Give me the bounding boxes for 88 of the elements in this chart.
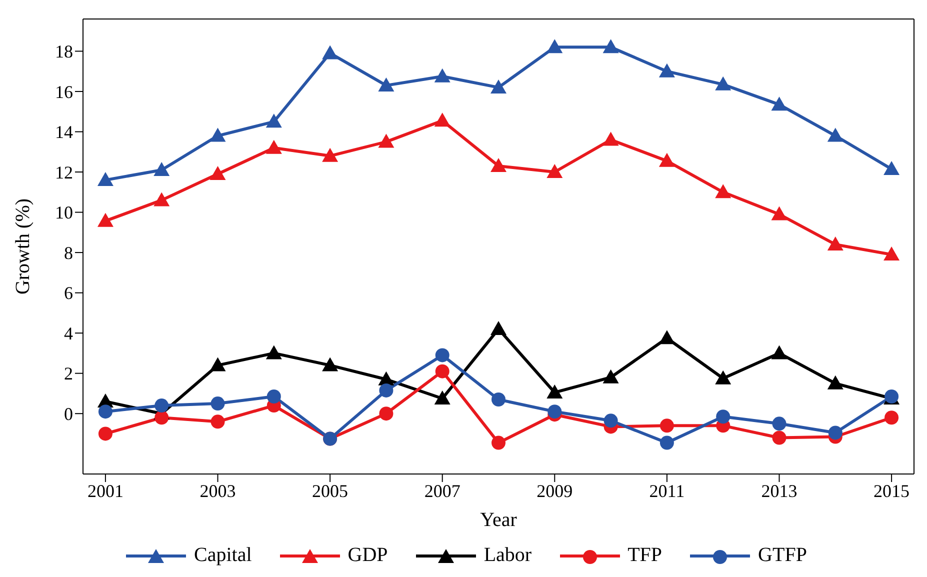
point bbox=[827, 375, 844, 390]
legend-label: Labor bbox=[484, 544, 532, 567]
point bbox=[546, 39, 563, 54]
x-tick-label: 2011 bbox=[649, 480, 685, 501]
point bbox=[827, 236, 844, 250]
point bbox=[546, 384, 563, 398]
point bbox=[828, 426, 842, 440]
y-tick-label: 0 bbox=[64, 404, 73, 424]
point bbox=[266, 389, 281, 404]
point bbox=[322, 45, 338, 60]
point bbox=[492, 436, 506, 450]
y-tick-label: 4 bbox=[64, 323, 73, 344]
point bbox=[660, 436, 674, 450]
y-tick-label: 2 bbox=[64, 364, 73, 384]
point bbox=[492, 392, 506, 407]
point bbox=[322, 357, 338, 372]
point bbox=[98, 426, 112, 441]
point bbox=[772, 416, 786, 431]
point bbox=[154, 192, 170, 206]
y-axis-title: Growth (%) bbox=[12, 198, 34, 295]
y-tick-label: 18 bbox=[55, 42, 73, 62]
point bbox=[266, 140, 282, 154]
point bbox=[772, 430, 786, 445]
point bbox=[884, 246, 900, 261]
y-tick-label: 8 bbox=[64, 242, 73, 263]
legend-label: GTFP bbox=[758, 544, 807, 567]
legend-label: Capital bbox=[194, 544, 252, 567]
point bbox=[210, 414, 225, 429]
point bbox=[658, 330, 675, 344]
point bbox=[658, 152, 675, 167]
point bbox=[97, 172, 114, 186]
point bbox=[378, 77, 394, 92]
x-tick-label: 2013 bbox=[761, 480, 798, 501]
point bbox=[379, 406, 394, 421]
point bbox=[379, 383, 394, 398]
y-tick-label: 14 bbox=[55, 122, 73, 142]
point bbox=[97, 212, 114, 227]
y-tick-label: 6 bbox=[64, 283, 73, 304]
point bbox=[715, 184, 732, 198]
y-tick-label: 16 bbox=[55, 82, 73, 102]
x-tick-label: 2007 bbox=[424, 480, 460, 501]
point bbox=[771, 96, 788, 111]
point bbox=[266, 114, 282, 128]
point bbox=[660, 418, 674, 433]
point bbox=[716, 410, 730, 424]
point bbox=[378, 134, 394, 148]
point bbox=[715, 370, 732, 384]
point bbox=[884, 160, 900, 175]
point bbox=[546, 164, 563, 178]
point bbox=[884, 410, 899, 425]
point bbox=[434, 68, 450, 82]
point bbox=[548, 404, 562, 419]
x-tick-label: 2015 bbox=[874, 480, 910, 501]
point bbox=[210, 166, 226, 180]
point bbox=[154, 398, 169, 413]
y-tick-label: 12 bbox=[55, 162, 73, 182]
legend-label: GDP bbox=[348, 544, 388, 567]
point bbox=[210, 396, 225, 411]
point bbox=[98, 404, 112, 419]
point bbox=[434, 112, 450, 127]
point bbox=[771, 345, 788, 360]
x-tick-label: 2003 bbox=[200, 480, 236, 501]
point bbox=[210, 357, 226, 372]
point bbox=[266, 345, 282, 360]
x-tick-label: 2009 bbox=[536, 480, 573, 501]
point bbox=[490, 158, 506, 172]
point bbox=[658, 63, 675, 78]
point bbox=[435, 364, 450, 378]
point bbox=[602, 132, 619, 146]
point bbox=[602, 39, 619, 54]
point bbox=[210, 128, 226, 142]
point bbox=[602, 369, 619, 384]
x-tick-label: 2005 bbox=[312, 480, 348, 501]
point bbox=[771, 206, 788, 220]
legend-label: TFP bbox=[628, 544, 662, 567]
x-axis-title: Year bbox=[480, 509, 518, 531]
point bbox=[434, 390, 450, 404]
point bbox=[604, 414, 618, 428]
point bbox=[154, 410, 169, 425]
point bbox=[154, 162, 170, 176]
point bbox=[715, 76, 732, 90]
x-tick-label: 2001 bbox=[87, 480, 124, 501]
point bbox=[322, 148, 338, 162]
point bbox=[827, 128, 844, 142]
point bbox=[490, 321, 506, 336]
point bbox=[435, 348, 450, 362]
point bbox=[490, 79, 506, 94]
y-tick-label: 10 bbox=[55, 202, 73, 223]
